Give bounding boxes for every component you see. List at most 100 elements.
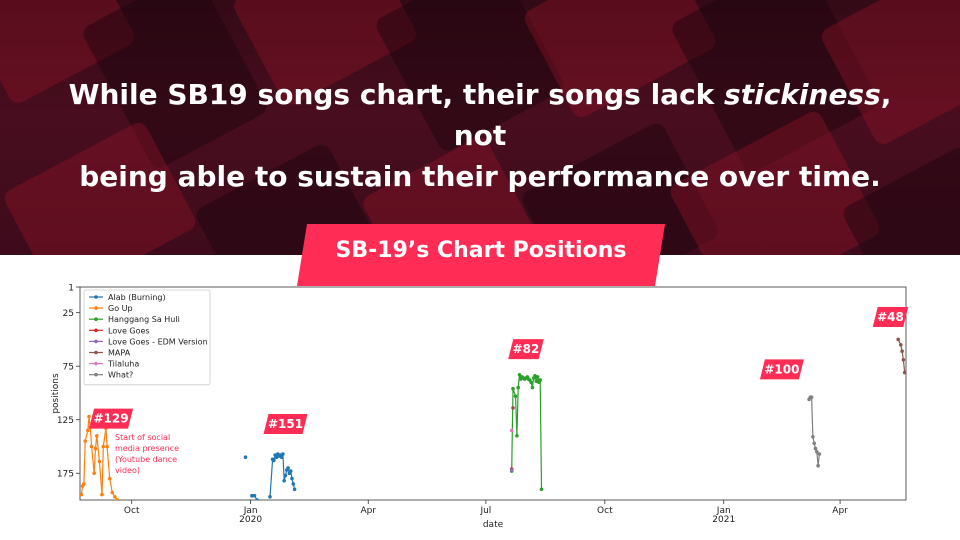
data-point-0-2-13 [286,466,290,470]
series-4 [509,468,514,472]
headline-line1-end: , not [453,78,892,152]
data-point-7-0-6 [815,450,819,454]
headline-line2: being able to sustain their performance … [79,160,881,193]
legend-swatch-marker-2 [94,317,98,321]
data-point-1-0-17 [110,490,115,495]
headline: While SB19 songs chart, their songs lack… [40,74,920,197]
data-point-7-0-7 [816,463,820,468]
data-point-7-0-2 [809,395,814,399]
legend-swatch-marker-3 [94,328,98,333]
series-7 [807,395,822,468]
legend-entry-2: Hanggang Sa Huli [108,315,180,324]
data-point-5-1-3 [901,358,906,362]
data-point-0-2-10 [282,478,287,483]
data-point-0-2-15 [288,469,293,473]
note-line-3: video) [115,466,140,475]
legend-swatch-marker-6 [94,361,98,366]
data-point-5-1-2 [900,349,904,353]
data-point-2-0-21 [538,378,542,382]
data-point-2-0-3 [515,434,519,438]
plot-area [79,286,907,501]
data-point-0-2-0 [268,495,272,499]
data-point-0-1-0 [250,493,254,498]
data-point-2-0-1 [511,386,515,391]
y-tick-label-4: 175 [57,470,74,480]
peak-label-2: #82 [513,342,540,356]
data-point-1-0-5 [87,414,91,419]
note-line-0: Start of social [115,433,170,442]
headline-emphasis: stickiness [724,78,881,111]
data-point-0-2-11 [283,473,288,478]
data-point-0-2-2 [272,458,276,463]
series-2 [509,373,544,492]
data-point-2-0-14 [529,380,533,385]
peak-annotation-0: #129 [89,408,134,429]
data-point-2-0-22 [539,487,544,492]
peak-label-0: #129 [93,412,128,426]
data-point-1-0-10 [95,434,99,438]
data-point-1-0-19 [115,498,120,500]
data-point-1-0-15 [105,444,109,449]
hero-background [0,0,960,255]
data-point-1-0-7 [89,444,94,449]
data-point-1-0-3 [83,439,87,443]
data-point-7-0-5 [813,446,818,451]
data-point-1-0-18 [113,495,117,499]
peak-tag-2 [508,339,544,360]
data-point-1-0-4 [86,428,90,433]
legend-swatch-marker-0 [94,295,98,299]
series-0 [243,452,297,500]
legend-swatch-marker-5 [94,350,98,355]
x-axis-label: date [483,520,504,530]
data-point-6-0-0 [509,428,514,433]
y-tick-label-1: 25 [63,309,74,319]
x-tick-label-3: Jul [479,506,491,516]
legend-entry-7: What? [108,371,133,380]
legend-entry-0: Alab (Burning) [108,293,166,302]
chart-title-banner: SB-19’s Chart Positions [297,224,665,286]
peak-annotation-4: #48 [872,306,909,327]
peak-label-4: #48 [877,310,904,324]
data-point-0-2-17 [291,482,296,486]
peak-tag-1 [263,414,308,435]
data-point-1-0-13 [101,444,106,449]
y-axis-label: positions [51,373,61,414]
data-point-1-0-9 [93,446,98,451]
legend-entry-5: MAPA [108,349,131,358]
data-point-0-0-0 [243,455,248,459]
data-point-4-0-0 [509,468,514,472]
peak-label-1: #151 [268,417,303,431]
y-tick-label-0: 1 [68,284,74,294]
data-point-5-1-4 [902,370,906,375]
x-tick-sublabel-5: 2021 [712,515,735,525]
data-point-1-0-12 [100,492,104,497]
data-point-7-0-8 [817,452,822,456]
data-point-5-1-1 [899,343,903,347]
series-layer [80,337,906,500]
data-point-2-0-2 [513,394,518,398]
data-point-0-1-2 [255,498,259,500]
data-point-1-0-8 [92,471,96,475]
x-tick-label-4: Oct [597,506,613,516]
peak-tag-4 [872,306,909,327]
legend-entry-1: Go Up [108,304,133,313]
data-point-2-0-4 [516,385,520,390]
legend: Alab (Burning) Go Up Hanggang Sa Huli Love … [83,289,211,386]
legend-entry-3: Love Goes [108,326,150,335]
y-tick-label-2: 75 [63,363,74,373]
chart-title: SB-19’s Chart Positions [335,238,627,263]
series-5 [511,337,906,410]
x-tick-label-2: Apr [360,506,376,516]
y-tick-label-3: 125 [57,416,74,426]
series-line-1-0 [80,416,118,500]
data-point-7-0-3 [811,435,815,439]
data-point-7-0-4 [812,441,816,446]
peak-annotation-2: #82 [508,339,544,360]
peak-tag-0 [89,408,134,429]
legend-swatch-marker-4 [94,339,98,344]
x-tick-label-1: Jan [243,506,258,516]
legend-swatch-marker-1 [94,306,98,310]
legend-box [83,289,211,386]
x-tick-label-0: Oct [124,506,140,516]
